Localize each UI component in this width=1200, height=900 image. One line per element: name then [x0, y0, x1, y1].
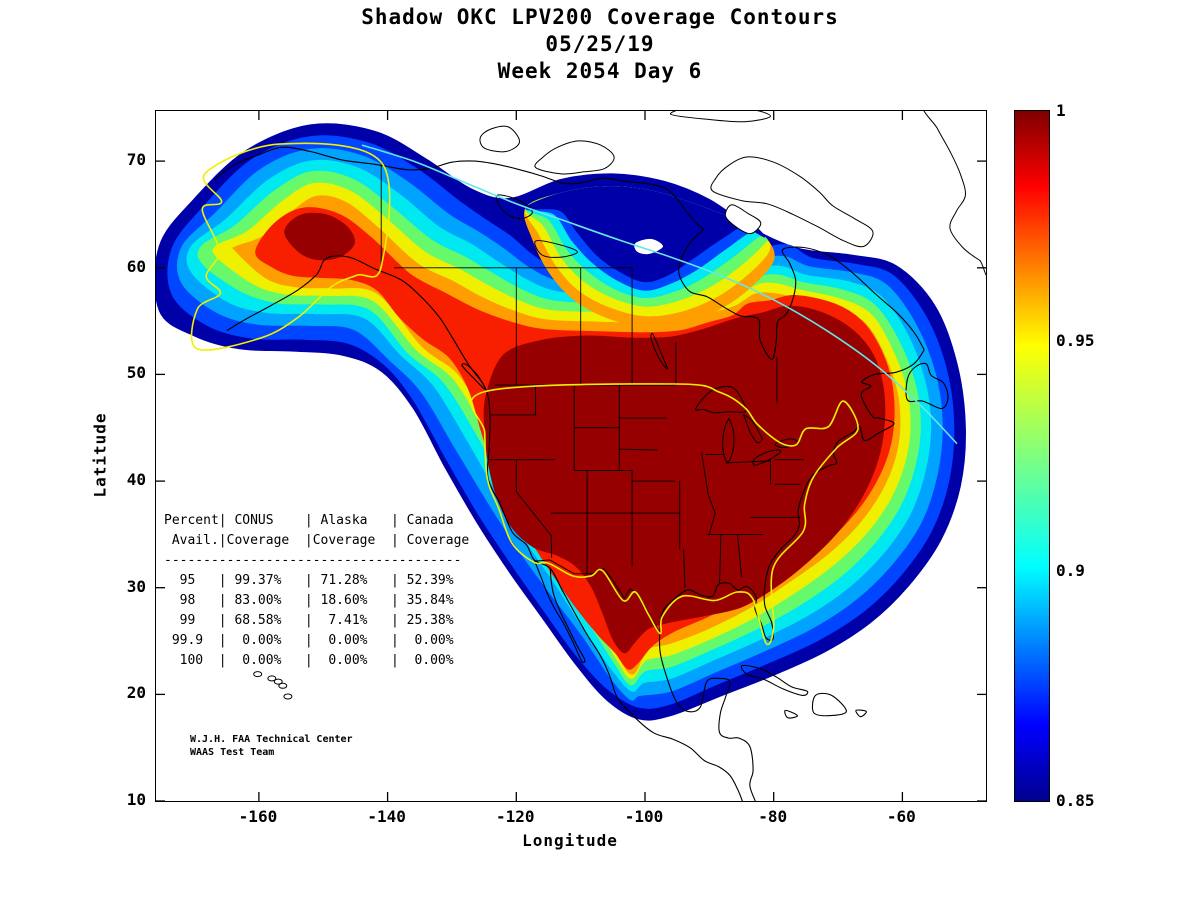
- colorbar-tick-label-1: 1: [1056, 101, 1066, 120]
- x-tick-label--160: -160: [238, 807, 278, 826]
- great-slave-lake-outline: [534, 240, 578, 258]
- baffin-island-outline: [710, 156, 874, 248]
- axis-tick-marks: [156, 111, 986, 801]
- hispaniola: [811, 692, 847, 717]
- y-tick-label-10: 10: [126, 790, 146, 809]
- map-plot-area: Percent| CONUS | Alaska | Canada Avail.|…: [155, 110, 987, 802]
- canada-region-outline: [361, 144, 958, 445]
- contour-band-1.0-darkred-alaska: [284, 212, 355, 261]
- lake-superior-outline: [695, 385, 747, 414]
- border-line: [619, 448, 658, 451]
- colorbar-tick-label-0.9: 0.9: [1056, 561, 1085, 581]
- border-line: [719, 534, 722, 584]
- hudson-bay-coast: [678, 229, 925, 361]
- coastlines: [214, 146, 949, 801]
- greenland-outline: [923, 111, 986, 276]
- credit-text: W.J.H. FAA Technical Center WAAS Test Te…: [190, 733, 353, 759]
- y-tick-label-50: 50: [126, 363, 146, 383]
- lake-michigan-outline: [722, 417, 735, 463]
- credit-line2: WAAS Test Team: [190, 747, 275, 758]
- y-tick-label-20: 20: [126, 683, 146, 703]
- border-line: [701, 452, 716, 535]
- alaska-region-outline: [190, 142, 391, 351]
- lake-erie-outline: [752, 449, 782, 466]
- border-line: [725, 460, 771, 464]
- island-icon: [278, 682, 288, 689]
- banks-island-outline: [479, 125, 521, 153]
- white-islands: [479, 111, 986, 276]
- colorbar-tick-label-0.85: 0.85: [1056, 791, 1095, 810]
- x-tick-label--80: -80: [758, 807, 788, 826]
- conus-region-outline: [470, 383, 859, 646]
- contour-band-1.0-darkred-conus: [483, 305, 886, 654]
- colorbar-tick-label-0.95: 0.95: [1056, 330, 1095, 350]
- y-tick-label-30: 30: [126, 576, 146, 596]
- southampton-island-outline: [724, 204, 762, 235]
- puerto-rico: [855, 709, 867, 718]
- sub-threshold-hole: [634, 238, 664, 255]
- y-tick-label-60: 60: [126, 256, 146, 276]
- low-navy: [525, 186, 765, 283]
- arctic-coast: [214, 146, 704, 230]
- island-icon: [283, 693, 293, 700]
- figure-title-line1: Shadow OKC LPV200 Coverage Contours: [361, 5, 839, 29]
- great-bear-lake-outline: [495, 194, 533, 220]
- baja-california: [533, 559, 586, 664]
- cuba: [740, 664, 809, 696]
- x-tick-label--100: -100: [624, 807, 664, 826]
- jamaica: [784, 709, 799, 719]
- atlantic-coast: [658, 349, 925, 801]
- x-tick-label--140: -140: [367, 807, 406, 826]
- island-icon: [267, 675, 277, 682]
- border-line: [550, 534, 553, 558]
- figure-title-line2: 05/25/19: [545, 32, 655, 56]
- figure-title-line3: Week 2054 Day 6: [497, 59, 703, 83]
- white-patches: [634, 238, 664, 255]
- x-tick-label--60: -60: [886, 807, 916, 826]
- hawaii-islands: [253, 671, 293, 700]
- lake-huron-outline: [743, 414, 763, 444]
- island-icon: [253, 671, 263, 678]
- lakes: [495, 194, 799, 466]
- coverage-table: Percent| CONUS | Alaska | Canada Avail.|…: [164, 513, 470, 668]
- newfoundland: [905, 362, 949, 410]
- victoria-island-outline: [534, 140, 615, 175]
- island-icon: [273, 678, 283, 685]
- devon-island-outline: [670, 111, 771, 123]
- credit-line1: W.J.H. FAA Technical Center: [190, 734, 353, 745]
- lake-winnipeg-outline: [650, 332, 668, 370]
- border-line: [737, 534, 742, 578]
- border-line: [683, 549, 686, 588]
- vancouver-island: [461, 363, 486, 390]
- service-region-outlines: [190, 142, 958, 646]
- x-tick-label--120: -120: [496, 807, 535, 826]
- pacific-coast: [226, 255, 743, 801]
- border-line: [515, 459, 552, 536]
- y-tick-label-70: 70: [126, 150, 146, 170]
- figure-title: Shadow OKC LPV200 Coverage Contours 05/2…: [0, 4, 1200, 85]
- colorbar: [1014, 110, 1050, 802]
- x-axis-label: Longitude: [522, 831, 618, 850]
- y-tick-label-40: 40: [126, 470, 146, 490]
